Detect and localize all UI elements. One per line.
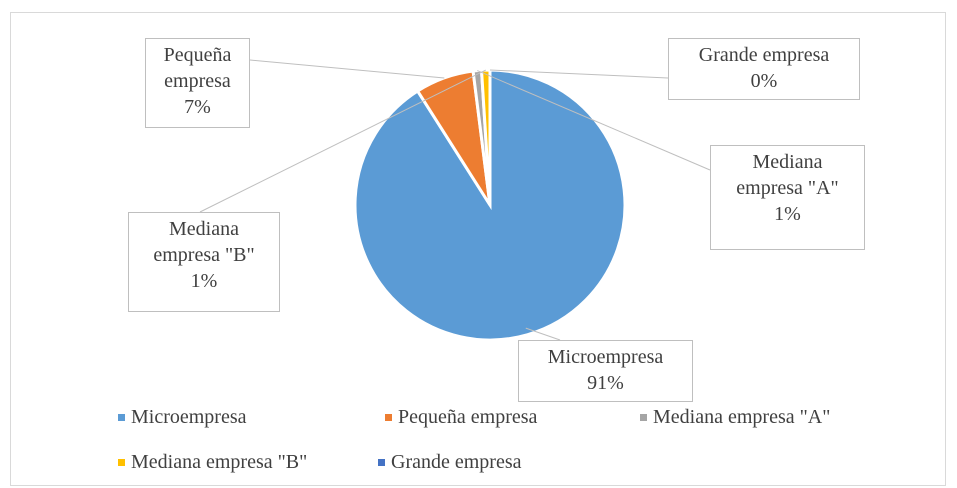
- data-label: Grande empresa 0%: [668, 38, 860, 100]
- data-label-value: 91%: [587, 372, 624, 394]
- data-label-category: Microempresa: [547, 346, 664, 368]
- leader-line: [489, 69, 669, 79]
- data-label-category: Pequeña empresa: [163, 44, 232, 92]
- legend-label: Grande empresa: [391, 450, 522, 473]
- legend-label: Mediana empresa "A": [653, 405, 831, 428]
- legend-item: Mediana empresa "A": [640, 404, 830, 430]
- data-label-category: Mediana empresa "A": [736, 151, 839, 199]
- data-label: Mediana empresa "A" 1%: [710, 145, 865, 250]
- data-label: Pequeña empresa 7%: [145, 38, 250, 128]
- legend-swatch: [640, 413, 647, 421]
- legend-label: Mediana empresa "B": [131, 450, 308, 473]
- data-label-category: Mediana empresa "B": [153, 218, 255, 266]
- legend-item: Mediana empresa "B": [118, 449, 307, 475]
- chart-frame: [10, 12, 946, 486]
- legend-label: Microempresa: [131, 405, 247, 428]
- legend-swatch: [118, 458, 125, 466]
- legend-item: Microempresa: [118, 404, 247, 430]
- legend-item: Grande empresa: [378, 449, 522, 475]
- data-label-value: 1%: [190, 270, 218, 292]
- data-label-value: 7%: [184, 96, 211, 118]
- legend-swatch: [378, 458, 385, 466]
- legend-label: Pequeña empresa: [398, 405, 538, 428]
- leader-line: [477, 70, 711, 171]
- leader-line: [525, 327, 561, 341]
- data-label: Microempresa 91%: [518, 340, 693, 402]
- legend-item: Pequeña empresa: [385, 404, 537, 430]
- data-label-category: Grande empresa: [698, 44, 830, 66]
- data-label-value: 0%: [750, 70, 778, 92]
- leader-line: [199, 69, 486, 213]
- data-label: Mediana empresa "B" 1%: [128, 212, 280, 312]
- data-label-value: 1%: [774, 203, 801, 225]
- legend-swatch: [385, 413, 392, 421]
- legend-swatch: [118, 413, 125, 421]
- leader-line: [249, 59, 445, 79]
